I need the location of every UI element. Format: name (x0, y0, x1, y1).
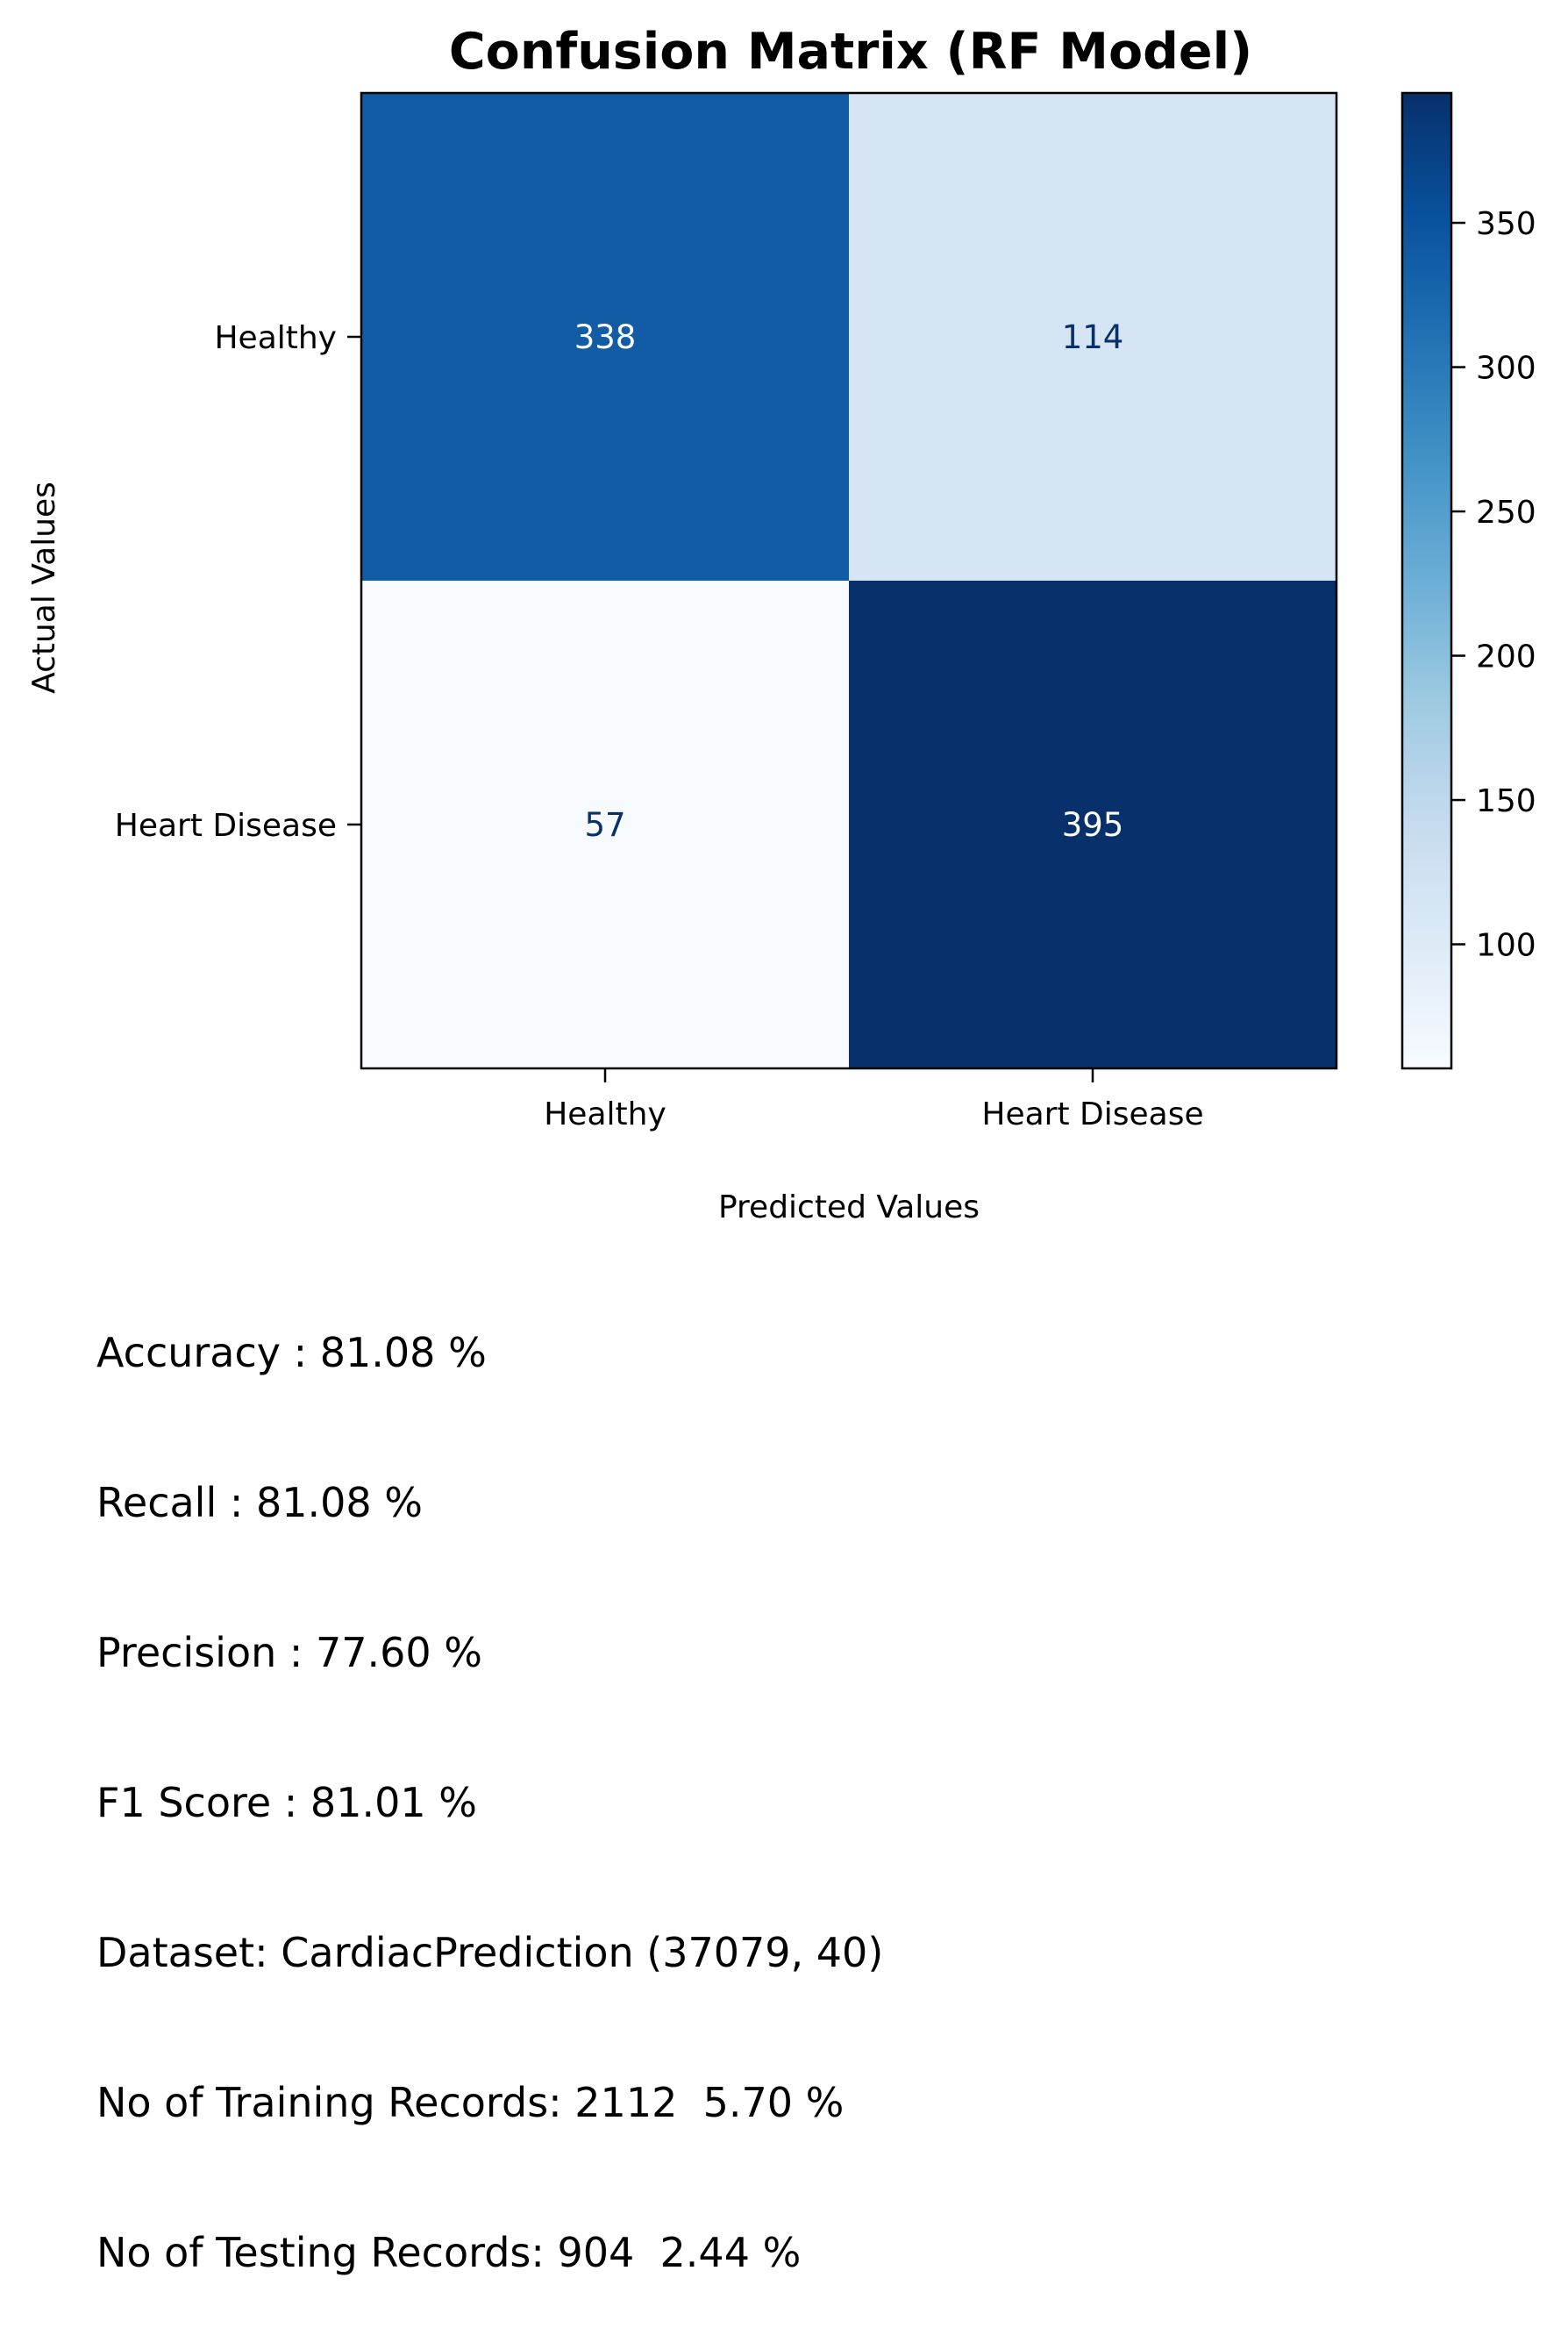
heatmap-cells: 338 114 57 395 (361, 93, 1336, 1068)
colorbar-ticks: 100 150 200 250 300 350 (1451, 206, 1536, 964)
metric-precision: Precision : 77.60 % (96, 1629, 483, 1676)
x-axis-ticks: Healthy Heart Disease (544, 1068, 1204, 1132)
colorbar-tick-label-3: 250 (1476, 495, 1536, 531)
colorbar-tick-label-0: 100 (1476, 928, 1536, 964)
metric-training-records: No of Training Records: 2112 5.70 % (96, 2079, 845, 2126)
colorbar-tick-label-2: 200 (1476, 639, 1536, 675)
x-tick-label-0: Healthy (544, 1096, 666, 1132)
y-tick-label-0: Healthy (214, 320, 337, 356)
plot-frame (360, 91, 1338, 1070)
metric-recall: Recall : 81.08 % (96, 1479, 423, 1526)
metrics-panel: Accuracy : 81.08 % Recall : 81.08 % Prec… (96, 1228, 883, 2328)
metric-accuracy: Accuracy : 81.08 % (96, 1329, 487, 1376)
metric-dataset: Dataset: CardiacPrediction (37079, 40) (96, 1929, 884, 1976)
cell-value-r1-c0: 57 (584, 806, 625, 844)
colorbar-tick-label-1: 150 (1476, 783, 1536, 819)
cell-value-r0-c0: 338 (574, 318, 637, 356)
chart-title: Confusion Matrix (RF Model) (449, 23, 1252, 81)
heatmap-cell-r0-c1 (849, 93, 1336, 581)
metric-testing-records: No of Testing Records: 904 2.44 % (96, 2229, 802, 2276)
heatmap-cell-r1-c1 (849, 581, 1336, 1068)
cell-value-r0-c1: 114 (1062, 318, 1124, 356)
colorbar-tick-label-4: 300 (1476, 351, 1536, 387)
metric-f1-score: F1 Score : 81.01 % (96, 1779, 477, 1826)
x-axis-label: Predicted Values (718, 1189, 980, 1225)
x-tick-label-1: Heart Disease (981, 1096, 1203, 1132)
colorbar-tick-label-5: 350 (1476, 206, 1536, 242)
cell-value-r1-c1: 395 (1062, 806, 1124, 844)
heatmap-cell-r0-c0 (361, 93, 849, 581)
y-axis-label: Actual Values (26, 482, 62, 694)
heatmap-cell-r1-c0 (361, 581, 849, 1068)
colorbar (1401, 91, 1453, 1070)
y-tick-label-1: Heart Disease (115, 808, 337, 844)
y-axis-ticks: Healthy Heart Disease (115, 320, 361, 844)
